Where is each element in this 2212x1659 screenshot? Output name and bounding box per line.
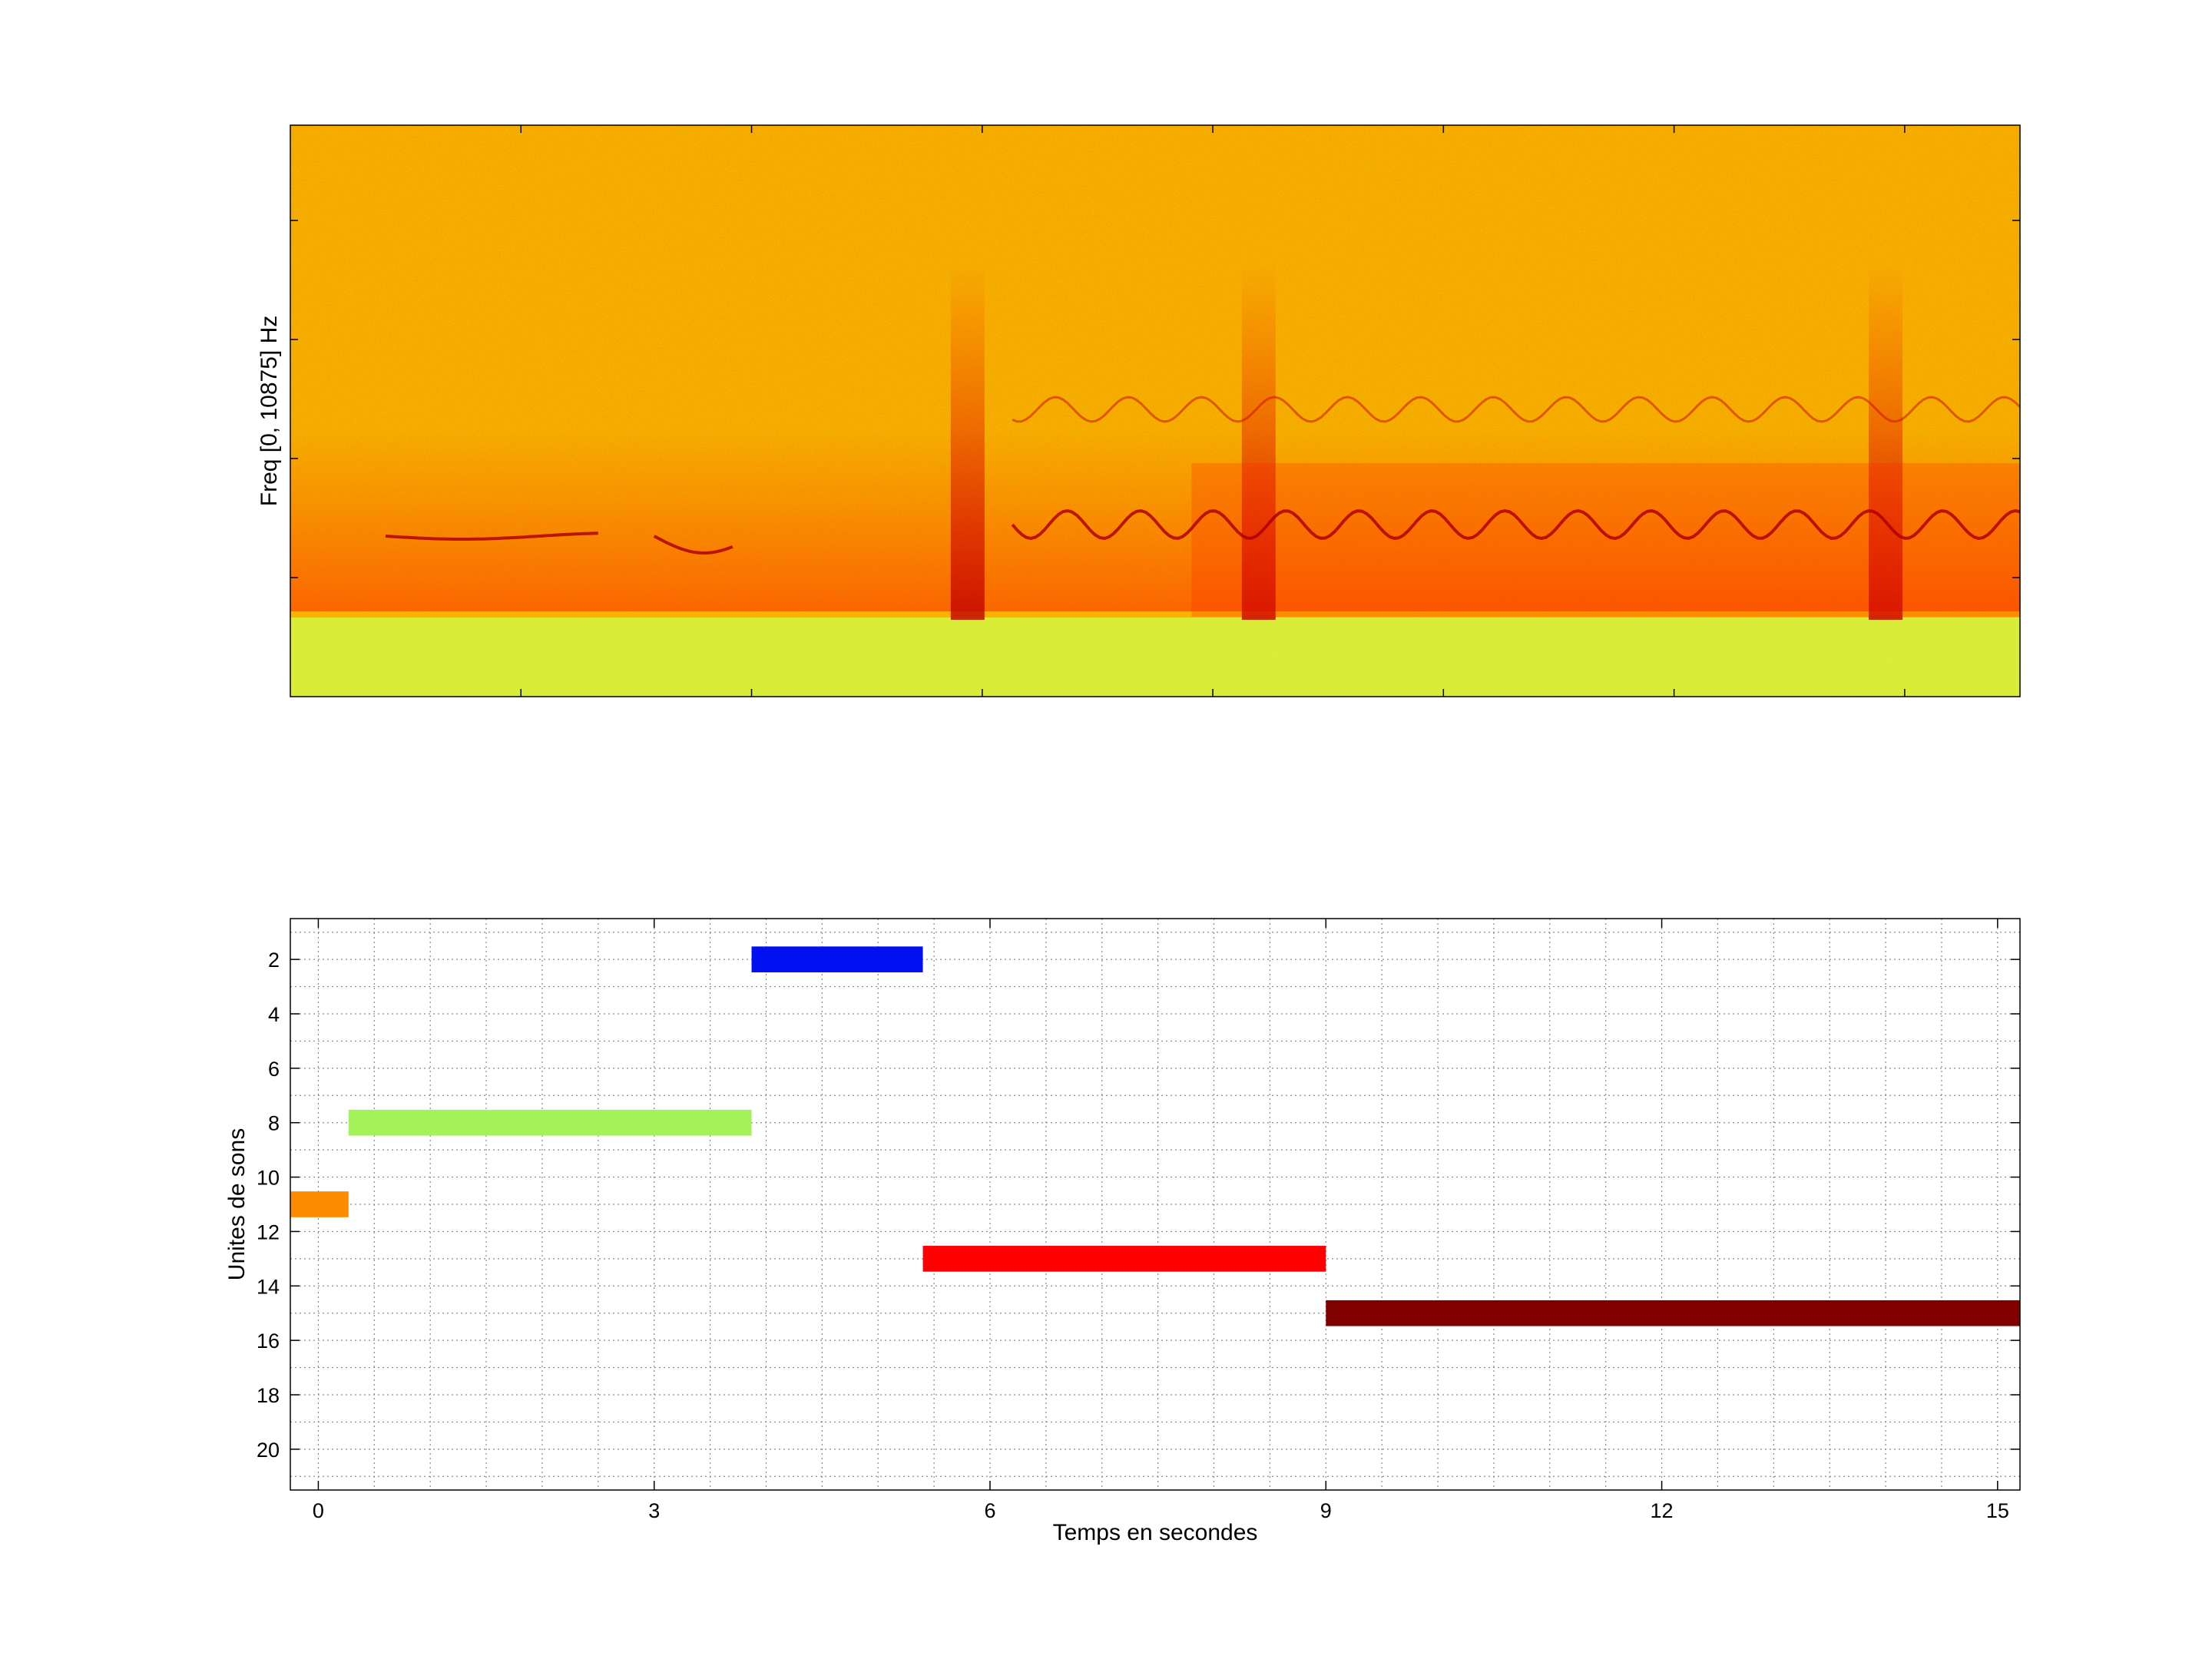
y-tick-label: 20 — [257, 1439, 280, 1462]
y-tick-label: 2 — [268, 949, 280, 972]
broadband-burst — [1869, 263, 1903, 620]
harmonic-trace — [1012, 396, 2020, 423]
sound-units-panel: 0 3 6 9 12 15 2 4 6 8 10 12 14 16 18 20 Temps en second… — [224, 918, 2021, 1545]
broadband-burst — [950, 263, 985, 620]
x-tick-label: 9 — [1320, 1499, 1332, 1522]
y-tick-label: 10 — [257, 1167, 280, 1190]
sound-unit-bar — [922, 1246, 1326, 1272]
timeline-plot-area — [290, 919, 2020, 1490]
timeline-ticks: 0 3 6 9 12 15 2 4 6 8 10 12 14 16 18 20 — [257, 919, 2020, 1522]
timeline-frame — [290, 918, 2021, 1491]
timeline-grid — [290, 919, 2020, 1490]
sound-unit-bar — [348, 1109, 752, 1136]
spectrogram-noise-floor-texture — [290, 614, 2020, 697]
sound-unit-bar — [751, 946, 923, 972]
y-tick-label: 4 — [268, 1003, 280, 1026]
y-tick-label: 18 — [257, 1384, 280, 1407]
x-tick-label: 0 — [313, 1499, 324, 1522]
noise-floor-edge — [290, 611, 2020, 618]
spectrogram-frame — [290, 124, 2021, 697]
timeline-y-axis-label: Unites de sons — [224, 1128, 250, 1280]
spectrogram-panel: Freq [0, 10875] Hz — [257, 124, 2021, 697]
sound-unit-bars — [290, 946, 2020, 1326]
tonal-trace — [385, 531, 598, 541]
y-tick-label: 14 — [257, 1275, 280, 1298]
x-tick-label: 12 — [1651, 1499, 1674, 1522]
y-tick-label: 16 — [257, 1330, 280, 1353]
tonal-traces — [385, 396, 2020, 555]
tonal-trace — [653, 535, 733, 555]
broadband-burst — [1241, 263, 1276, 620]
y-tick-label: 12 — [257, 1220, 280, 1243]
timeline-x-axis-label: Temps en secondes — [1053, 1520, 1258, 1545]
energy-region — [1191, 463, 2020, 617]
broadband-bursts — [950, 263, 2020, 620]
tonal-trace — [1011, 508, 2020, 541]
y-tick-label: 8 — [268, 1112, 280, 1135]
y-tick-label: 6 — [268, 1058, 280, 1081]
sound-unit-bar — [1326, 1300, 2020, 1326]
x-tick-label: 6 — [984, 1499, 995, 1522]
x-tick-label: 15 — [1986, 1499, 2009, 1522]
sound-unit-bar — [290, 1191, 349, 1217]
spectrogram-ticks — [290, 125, 2020, 697]
x-tick-label: 3 — [648, 1499, 660, 1522]
spectrogram-y-axis-label: Freq [0, 10875] Hz — [257, 316, 282, 506]
